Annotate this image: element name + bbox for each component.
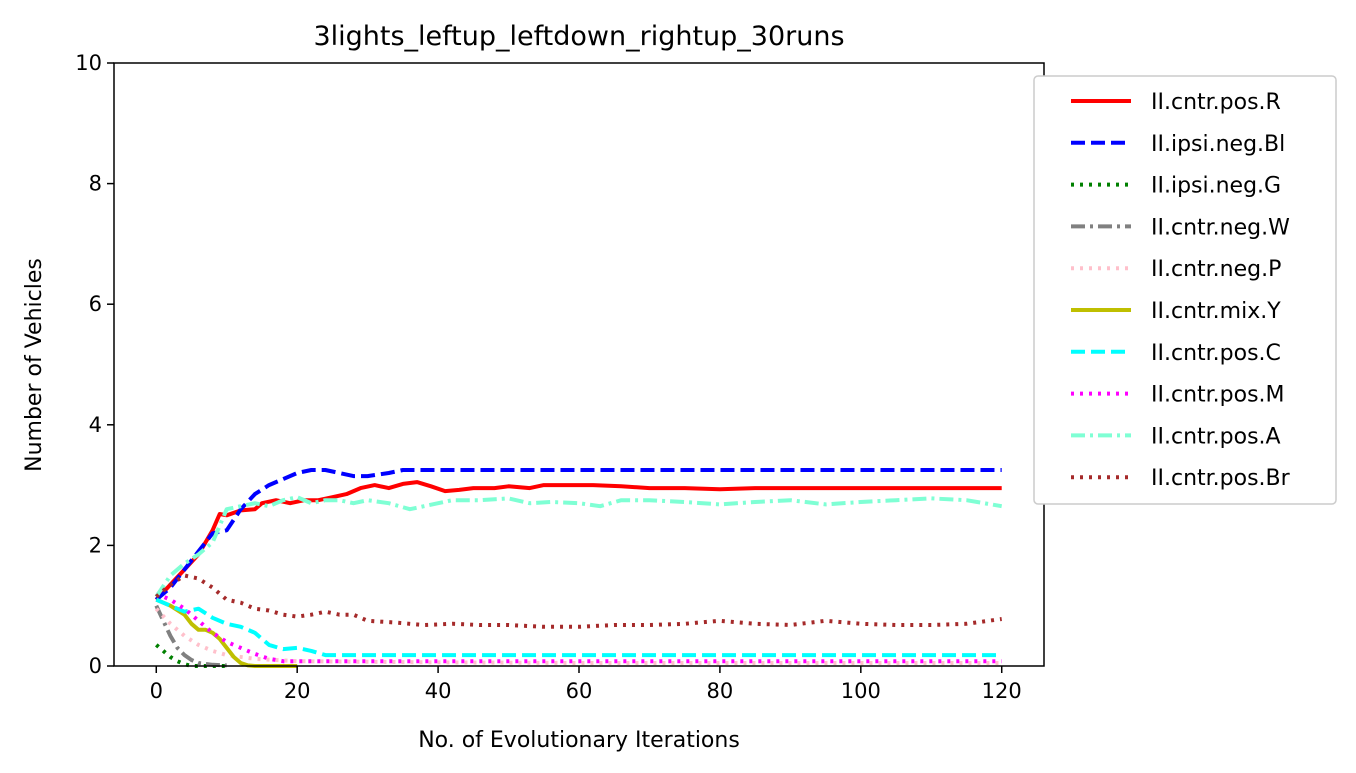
y-axis-label: Number of Vehicles bbox=[22, 258, 47, 472]
legend-label: II.ipsi.neg.G bbox=[1151, 174, 1281, 199]
y-tick-label: 6 bbox=[89, 292, 102, 316]
x-tick-label: 100 bbox=[841, 679, 881, 703]
x-tick-label: 80 bbox=[707, 679, 734, 703]
series-line-9 bbox=[154, 573, 1002, 629]
x-axis-label: No. of Evolutionary Iterations bbox=[418, 728, 740, 753]
y-axis: 0 2 4 6 8 10 bbox=[75, 51, 114, 678]
series-line-1 bbox=[154, 468, 1002, 602]
series-line-0 bbox=[154, 480, 1002, 602]
x-tick-label: 120 bbox=[982, 679, 1022, 703]
legend-label: II.cntr.neg.P bbox=[1151, 257, 1281, 282]
x-tick-label: 20 bbox=[284, 679, 311, 703]
legend-label: II.cntr.pos.M bbox=[1151, 383, 1285, 408]
y-tick-label: 8 bbox=[89, 172, 102, 196]
legend-label: II.cntr.pos.R bbox=[1151, 90, 1281, 115]
series-line-3 bbox=[154, 604, 227, 668]
x-axis: 0 20 40 60 80 100 120 bbox=[150, 666, 1022, 703]
series-layer bbox=[154, 468, 1003, 668]
legend-label: II.cntr.pos.C bbox=[1151, 341, 1281, 366]
legend: II.cntr.pos.R II.ipsi.neg.Bl II.ipsi.neg.G… bbox=[1033, 75, 1337, 505]
y-tick-label: 0 bbox=[89, 654, 102, 678]
x-tick-label: 40 bbox=[425, 679, 452, 703]
legend-label: II.cntr.mix.Y bbox=[1151, 299, 1281, 324]
y-tick-label: 4 bbox=[89, 413, 102, 437]
legend-label: II.cntr.pos.Br bbox=[1151, 466, 1291, 491]
legend-label: II.cntr.neg.W bbox=[1151, 215, 1290, 240]
x-tick-label: 60 bbox=[566, 679, 593, 703]
x-tick-label: 0 bbox=[150, 679, 163, 703]
legend-entries: II.cntr.pos.R II.ipsi.neg.Bl II.ipsi.neg.G… bbox=[1071, 90, 1291, 491]
chart-title: 3lights_leftup_leftdown_rightup_30runs bbox=[313, 21, 844, 52]
plot-area-frame bbox=[113, 62, 1045, 667]
series-line-6 bbox=[155, 597, 1002, 658]
series-line-8 bbox=[154, 495, 1003, 598]
series-line-2 bbox=[154, 643, 227, 668]
legend-label: II.ipsi.neg.Bl bbox=[1151, 132, 1285, 157]
legend-label: II.cntr.pos.A bbox=[1151, 424, 1281, 449]
y-tick-label: 10 bbox=[75, 51, 102, 75]
series-line-7 bbox=[155, 591, 1002, 664]
y-tick-label: 2 bbox=[89, 533, 102, 557]
